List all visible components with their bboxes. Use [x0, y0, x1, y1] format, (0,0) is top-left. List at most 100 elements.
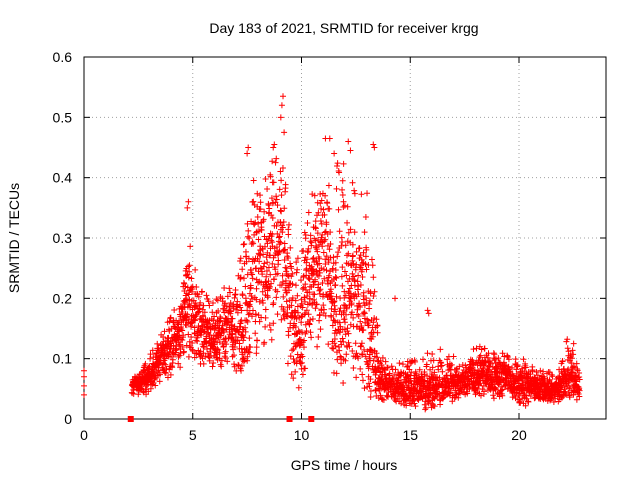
- data-point: [245, 311, 252, 318]
- data-point: [247, 282, 254, 289]
- data-point: [353, 350, 360, 357]
- data-point: [292, 323, 299, 330]
- data-point: [284, 272, 291, 279]
- data-point: [312, 225, 319, 232]
- data-point: [167, 371, 174, 378]
- data-point: [280, 308, 287, 315]
- data-point: [149, 381, 156, 388]
- data-point: [487, 360, 494, 367]
- data-point: [336, 347, 343, 354]
- data-point: [240, 358, 247, 365]
- data-point: [361, 346, 368, 353]
- data-point: [325, 259, 332, 266]
- data-point: [327, 293, 334, 300]
- data-point: [424, 350, 431, 357]
- data-point: [206, 302, 213, 309]
- data-point: [356, 245, 363, 252]
- data-point: [350, 260, 357, 267]
- data-point: [312, 218, 319, 225]
- data-point: [335, 206, 342, 213]
- data-point: [195, 308, 202, 315]
- data-point: [336, 329, 343, 336]
- data-point: [576, 376, 583, 383]
- data-point: [320, 249, 327, 256]
- gap-marker: [286, 416, 293, 422]
- data-point: [353, 374, 360, 381]
- data-point: [477, 352, 484, 359]
- data-point: [573, 378, 580, 385]
- gap-marker: [127, 416, 134, 422]
- data-point: [293, 330, 300, 337]
- data-point: [282, 264, 289, 271]
- data-point: [272, 159, 279, 166]
- data-point: [315, 333, 322, 340]
- data-point: [547, 396, 554, 403]
- data-point: [565, 379, 572, 386]
- data-point: [499, 350, 506, 357]
- data-point: [295, 327, 302, 334]
- data-point: [360, 289, 367, 296]
- data-point: [358, 322, 365, 329]
- data-point: [283, 298, 290, 305]
- data-point: [316, 317, 323, 324]
- data-point: [317, 326, 324, 333]
- data-point: [264, 259, 271, 266]
- data-point: [540, 368, 547, 375]
- data-point: [166, 348, 173, 355]
- data-point: [491, 351, 498, 358]
- data-point: [429, 351, 436, 358]
- data-point: [252, 219, 259, 226]
- data-point: [495, 355, 502, 362]
- data-point: [242, 295, 249, 302]
- data-point: [320, 206, 327, 213]
- data-point: [312, 305, 319, 312]
- data-point: [202, 353, 209, 360]
- data-point: [281, 246, 288, 253]
- x-tick-label: 20: [511, 427, 527, 443]
- data-point: [570, 351, 577, 358]
- data-point: [250, 198, 257, 205]
- data-point: [188, 275, 195, 282]
- data-point: [245, 255, 252, 262]
- data-point: [367, 394, 374, 401]
- data-point: [419, 376, 426, 383]
- data-point: [489, 381, 496, 388]
- data-point: [271, 276, 278, 283]
- y-tick-label: 0.4: [53, 170, 73, 186]
- data-point: [220, 327, 227, 334]
- data-point: [306, 276, 313, 283]
- data-point: [209, 363, 216, 370]
- data-point: [201, 328, 208, 335]
- data-point: [242, 328, 249, 335]
- data-point: [370, 274, 377, 281]
- data-point: [81, 382, 87, 389]
- data-point: [231, 363, 238, 370]
- data-point: [343, 305, 350, 312]
- data-point: [299, 285, 306, 292]
- data-point: [274, 288, 281, 295]
- data-point: [321, 211, 328, 218]
- data-point: [357, 282, 364, 289]
- data-point: [247, 285, 254, 292]
- data-point: [268, 336, 275, 343]
- data-point: [129, 390, 136, 397]
- data-point: [359, 274, 366, 281]
- data-point: [151, 369, 158, 376]
- data-point: [326, 246, 333, 253]
- data-point: [568, 355, 575, 362]
- data-point: [333, 330, 340, 337]
- data-point: [412, 384, 419, 391]
- data-point: [195, 293, 202, 300]
- data-point: [310, 255, 317, 262]
- data-point: [323, 219, 330, 226]
- data-point: [574, 367, 581, 374]
- data-point: [243, 345, 250, 352]
- data-point: [412, 358, 419, 365]
- data-point: [355, 283, 362, 290]
- data-point: [267, 271, 274, 278]
- data-point: [171, 306, 178, 313]
- data-point: [273, 193, 280, 200]
- data-point: [305, 245, 312, 252]
- data-point: [361, 309, 368, 316]
